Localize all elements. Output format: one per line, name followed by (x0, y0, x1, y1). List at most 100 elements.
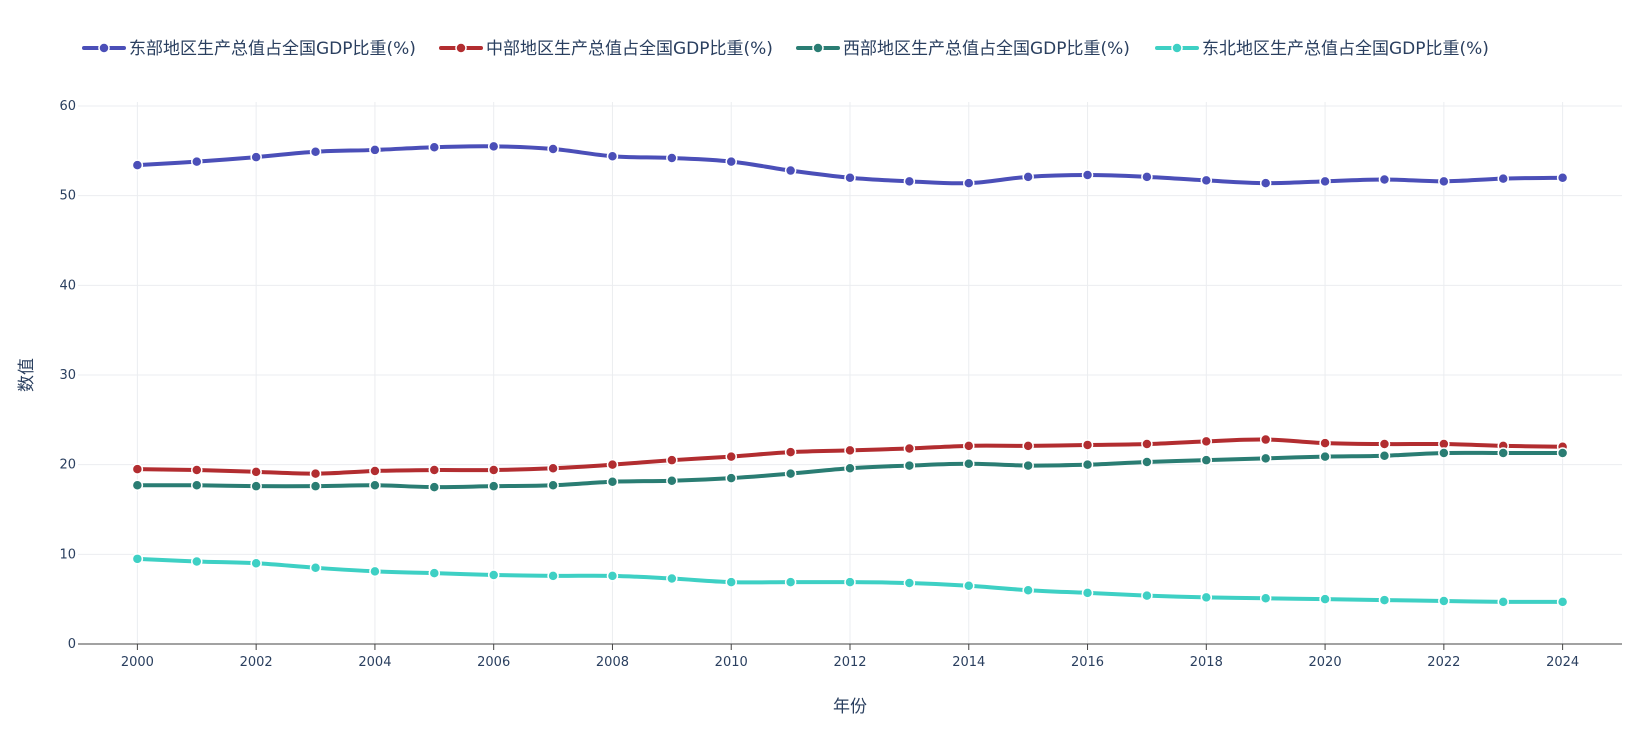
data-point (428, 464, 441, 476)
data-point (784, 467, 797, 480)
x-axis-ticks: 2000 2002 2004 2006 2008 2010 2012 2014 2016 2018… (121, 644, 1579, 670)
data-point (725, 450, 737, 463)
data-point (784, 446, 797, 458)
legend-swatch-marker (98, 42, 110, 54)
data-point (191, 464, 203, 476)
data-point (844, 444, 856, 457)
y-tick-label: 20 (59, 458, 76, 473)
y-tick-label: 0 (68, 637, 76, 652)
legend-swatch-marker (455, 42, 467, 54)
data-point (1022, 459, 1034, 472)
data-point (428, 141, 441, 153)
y-axis-title: 数值 (17, 358, 37, 392)
data-point (547, 462, 559, 475)
data-point (1556, 447, 1569, 459)
data-point (1378, 438, 1391, 450)
data-point (191, 155, 203, 168)
legend-swatch-marker (1171, 42, 1183, 54)
data-point (1200, 591, 1213, 604)
data-point (369, 565, 381, 578)
data-point (1556, 596, 1569, 608)
data-point (369, 465, 381, 477)
data-point (547, 143, 559, 155)
data-point (725, 472, 737, 484)
data-point (963, 440, 975, 452)
data-point (1141, 589, 1153, 602)
data-point (1141, 171, 1153, 183)
series-4 (131, 553, 1569, 608)
legend-label: 东部地区生产总值占全国GDP比重(%) (129, 39, 416, 59)
legend-item[interactable]: 东部地区生产总值占全国GDP比重(%) (82, 39, 416, 59)
data-point (1497, 596, 1509, 608)
data-point (1081, 458, 1094, 471)
data-point (250, 466, 262, 478)
data-point (309, 145, 322, 158)
x-tick-label: 2020 (1309, 655, 1342, 670)
data-point (1141, 456, 1153, 468)
x-axis-title: 年份 (833, 697, 867, 717)
data-point (428, 481, 441, 493)
data-point (487, 140, 500, 153)
data-point (309, 467, 322, 480)
data-point (250, 557, 262, 570)
legend-swatch-marker (812, 42, 824, 54)
data-point (250, 151, 262, 163)
x-tick-label: 2010 (715, 655, 748, 670)
data-point (963, 579, 975, 592)
x-tick-label: 2022 (1427, 655, 1460, 670)
data-point (784, 164, 797, 177)
x-tick-label: 2014 (952, 655, 985, 670)
data-point (131, 463, 144, 475)
data-point (725, 576, 737, 588)
data-point (903, 577, 916, 589)
data-point (1022, 440, 1034, 452)
data-point (1319, 593, 1331, 605)
series-2 (131, 433, 1569, 480)
x-tick-label: 2002 (240, 655, 273, 670)
x-tick-label: 2008 (596, 655, 629, 670)
data-point (1259, 177, 1272, 189)
data-point (606, 570, 619, 582)
data-point (1438, 447, 1450, 459)
data-point (1022, 171, 1034, 183)
data-point (903, 459, 916, 472)
data-point (309, 562, 322, 574)
data-point (963, 177, 975, 189)
data-point (487, 480, 500, 492)
y-tick-label: 40 (59, 278, 76, 293)
data-point (131, 553, 144, 565)
legend-item[interactable]: 东北地区生产总值占全国GDP比重(%) (1155, 39, 1489, 59)
chart-legend[interactable]: 东部地区生产总值占全国GDP比重(%) 中部地区生产总值占全国GDP比重(%) 西部… (82, 39, 1489, 59)
data-point (1497, 172, 1509, 185)
legend-item[interactable]: 中部地区生产总值占全国GDP比重(%) (439, 39, 773, 59)
data-point (487, 464, 500, 476)
data-point (1378, 594, 1391, 606)
data-point (666, 572, 678, 585)
x-tick-label: 2006 (477, 655, 510, 670)
data-point (1259, 592, 1272, 605)
data-point (1022, 584, 1034, 596)
data-point (1081, 169, 1094, 181)
x-tick-label: 2024 (1546, 655, 1579, 670)
data-point (844, 576, 856, 588)
data-point (963, 458, 975, 470)
legend-label: 东北地区生产总值占全国GDP比重(%) (1202, 39, 1489, 59)
x-tick-label: 2004 (358, 655, 391, 670)
data-point (844, 462, 856, 475)
plot-area (131, 140, 1569, 608)
y-axis-ticks: 0 10 20 30 40 50 60 (59, 99, 76, 652)
data-point (1497, 447, 1509, 459)
data-point (1438, 595, 1450, 607)
legend-item[interactable]: 西部地区生产总值占全国GDP比重(%) (796, 39, 1130, 59)
data-point (1319, 175, 1331, 188)
data-point (547, 479, 559, 492)
data-point (369, 144, 381, 156)
series-3 (131, 447, 1569, 493)
data-point (1259, 433, 1272, 446)
data-point (250, 480, 262, 492)
data-point (1081, 439, 1094, 451)
y-tick-label: 30 (59, 368, 76, 383)
legend-label: 西部地区生产总值占全国GDP比重(%) (843, 39, 1130, 59)
data-point (1259, 452, 1272, 465)
